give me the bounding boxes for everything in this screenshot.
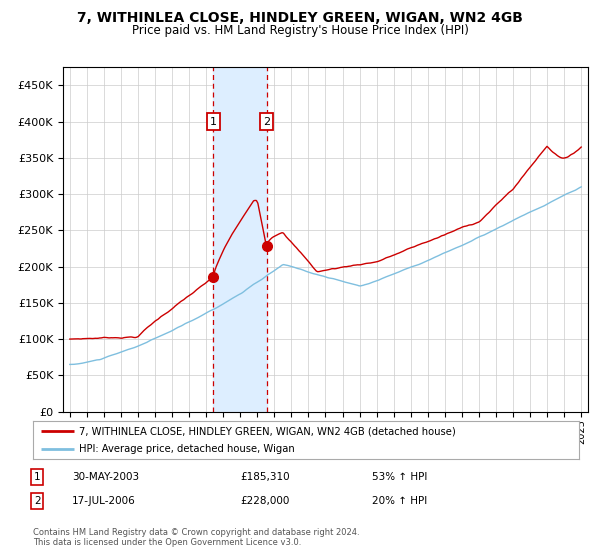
Text: Price paid vs. HM Land Registry's House Price Index (HPI): Price paid vs. HM Land Registry's House … [131,24,469,36]
Text: 2: 2 [34,496,41,506]
Text: 2: 2 [263,116,270,127]
Text: Contains HM Land Registry data © Crown copyright and database right 2024.: Contains HM Land Registry data © Crown c… [33,528,359,536]
Bar [213,67,266,412]
Text: 53% ↑ HPI: 53% ↑ HPI [372,472,427,482]
Text: 1: 1 [34,472,41,482]
Text: 30-MAY-2003: 30-MAY-2003 [72,472,139,482]
Text: HPI: Average price, detached house, Wigan: HPI: Average price, detached house, Wiga… [79,444,295,454]
Text: 17-JUL-2006: 17-JUL-2006 [72,496,136,506]
Text: 7, WITHINLEA CLOSE, HINDLEY GREEN, WIGAN, WN2 4GB: 7, WITHINLEA CLOSE, HINDLEY GREEN, WIGAN… [77,11,523,25]
Text: 1: 1 [209,116,217,127]
Text: 7, WITHINLEA CLOSE, HINDLEY GREEN, WIGAN, WN2 4GB (detached house): 7, WITHINLEA CLOSE, HINDLEY GREEN, WIGAN… [79,426,456,436]
Text: £228,000: £228,000 [240,496,289,506]
Text: 20% ↑ HPI: 20% ↑ HPI [372,496,427,506]
Text: This data is licensed under the Open Government Licence v3.0.: This data is licensed under the Open Gov… [33,538,301,547]
Text: £185,310: £185,310 [240,472,290,482]
